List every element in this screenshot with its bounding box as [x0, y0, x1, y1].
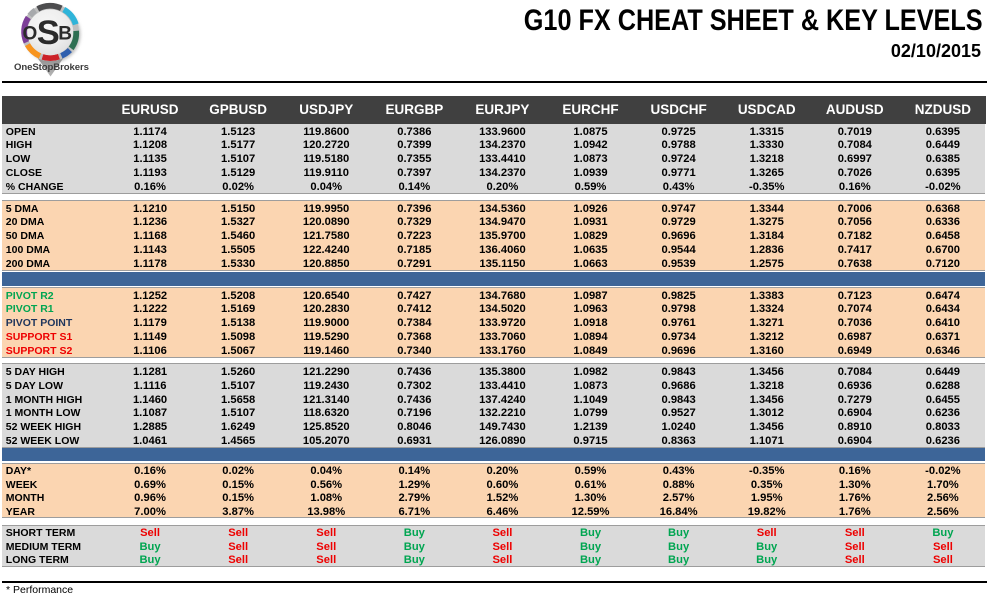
- svg-text:S: S: [37, 14, 60, 52]
- svg-text:O: O: [23, 23, 38, 44]
- svg-text:B: B: [58, 24, 72, 45]
- svg-text:OneStopBrokers: OneStopBrokers: [14, 62, 89, 73]
